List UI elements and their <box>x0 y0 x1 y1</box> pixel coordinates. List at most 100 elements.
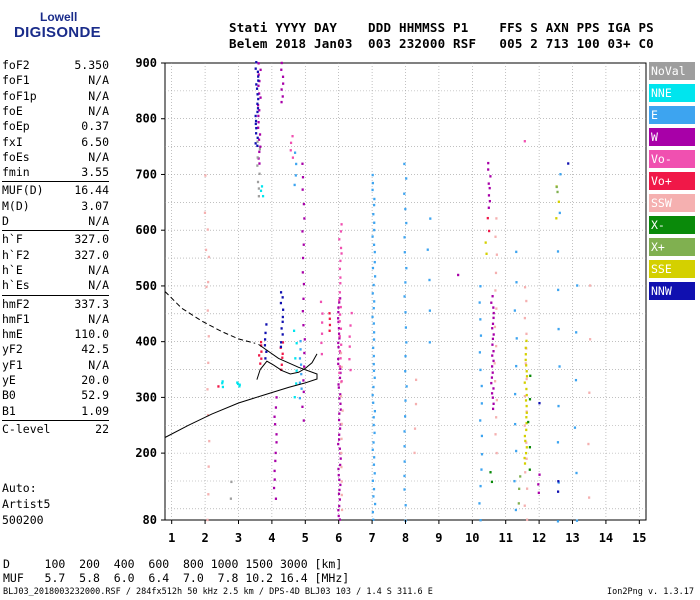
footer-distance: D 100 200 400 600 800 1000 1500 3000 [km… <box>3 557 343 571</box>
param-row: B0 52.9 <box>2 388 109 403</box>
data-point <box>484 241 487 244</box>
data-point <box>405 385 408 388</box>
data-point <box>206 228 209 231</box>
data-point <box>457 273 460 277</box>
data-point <box>523 434 526 438</box>
data-point <box>523 456 526 460</box>
data-point <box>338 412 341 415</box>
data-point <box>294 357 297 360</box>
data-point <box>428 341 431 344</box>
data-point <box>524 362 527 365</box>
data-point <box>338 320 341 323</box>
data-point <box>526 487 529 490</box>
data-point <box>261 194 265 198</box>
param-name: hmF2 <box>2 296 30 311</box>
data-point <box>373 203 376 207</box>
y-tick-label: 300 <box>135 390 157 404</box>
data-point <box>494 271 498 275</box>
param-separator <box>2 419 109 421</box>
param-row: foF1p N/A <box>2 89 109 104</box>
data-point <box>557 480 560 483</box>
data-point <box>524 358 527 362</box>
param-row: fxI 6.50 <box>2 135 109 150</box>
legend-item: NNE <box>649 84 695 102</box>
auto-label: Auto: <box>2 481 37 495</box>
data-point <box>264 357 267 360</box>
data-point <box>259 68 262 72</box>
logo-lowell: Lowell <box>40 10 78 24</box>
data-point <box>414 402 418 406</box>
data-point <box>258 147 261 151</box>
data-point <box>338 447 341 450</box>
data-point <box>299 348 302 351</box>
param-row: D N/A <box>2 214 109 229</box>
y-tick-label: 600 <box>135 223 157 237</box>
param-separator <box>2 230 109 232</box>
data-point <box>492 333 495 336</box>
data-point <box>274 497 278 500</box>
data-point <box>293 395 296 399</box>
data-point <box>403 430 406 433</box>
param-name: h`F2 <box>2 247 30 262</box>
data-point <box>518 487 521 491</box>
data-point <box>524 439 527 443</box>
data-point <box>207 493 210 496</box>
data-point <box>338 498 341 501</box>
data-point <box>258 172 261 175</box>
data-point <box>281 315 284 319</box>
data-point <box>413 427 417 430</box>
x-tick-label: 14 <box>599 531 613 545</box>
x-tick-label: 2 <box>201 531 208 545</box>
data-point <box>479 484 482 488</box>
data-point <box>265 323 268 326</box>
data-point <box>338 291 341 294</box>
data-point <box>280 363 283 366</box>
data-point <box>303 338 306 341</box>
data-point <box>258 79 261 83</box>
data-point <box>403 251 406 254</box>
data-point <box>338 397 341 400</box>
data-point <box>479 519 482 522</box>
data-point <box>373 221 376 224</box>
y-tick-label: 500 <box>135 279 157 293</box>
data-point <box>301 176 305 179</box>
param-value: N/A <box>88 311 109 326</box>
legend-item: X+ <box>649 238 695 256</box>
trace-profile <box>164 343 318 438</box>
data-point <box>557 200 560 203</box>
data-point <box>339 483 342 487</box>
data-point <box>372 243 376 246</box>
data-point <box>494 289 497 292</box>
data-point <box>257 187 260 190</box>
data-point <box>257 195 260 198</box>
data-point <box>255 83 258 86</box>
data-point <box>298 381 301 384</box>
data-point <box>567 162 570 165</box>
data-point <box>556 190 559 194</box>
data-point <box>204 174 207 177</box>
data-point <box>339 282 342 285</box>
data-point <box>515 364 518 368</box>
data-point <box>527 420 530 424</box>
param-name: C-level <box>2 421 51 436</box>
data-point <box>405 341 408 344</box>
data-point <box>556 441 560 444</box>
data-point <box>373 228 376 232</box>
data-point <box>488 199 491 203</box>
data-point <box>525 441 528 444</box>
data-point <box>372 283 375 287</box>
data-point <box>259 145 262 148</box>
data-point <box>479 318 482 321</box>
data-point <box>494 380 497 383</box>
param-value: 5.350 <box>74 58 109 72</box>
data-point <box>575 519 579 522</box>
data-point <box>372 331 376 334</box>
data-point <box>279 345 283 349</box>
data-point <box>338 365 342 368</box>
data-point <box>206 309 209 312</box>
param-value: N/A <box>88 357 109 372</box>
data-point <box>340 343 343 346</box>
x-tick-label: 4 <box>268 531 275 545</box>
param-row: fmin 3.55 <box>2 165 109 180</box>
data-point <box>303 351 306 355</box>
